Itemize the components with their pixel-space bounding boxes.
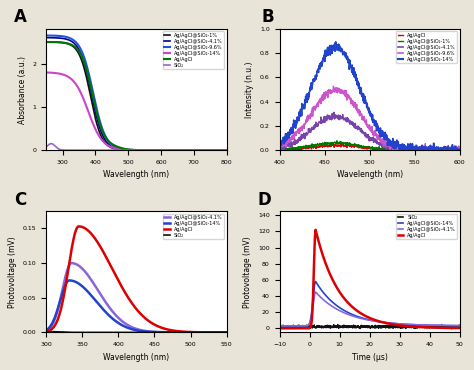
Y-axis label: Intensity (n.u.): Intensity (n.u.) <box>246 61 255 118</box>
Text: D: D <box>258 191 272 209</box>
Text: A: A <box>14 9 27 27</box>
Text: B: B <box>262 9 274 27</box>
Legend: Ag/AgCl, Ag/AgCl@SiO₂-1%, Ag/AgCl@SiO₂-4.1%, Ag/AgCl@SiO₂-9.6%, Ag/AgCl@SiO₂-14%: Ag/AgCl, Ag/AgCl@SiO₂-1%, Ag/AgCl@SiO₂-4… <box>396 31 457 63</box>
Y-axis label: Absorbance (a.u.): Absorbance (a.u.) <box>18 56 27 124</box>
Y-axis label: Photovoltage (mV): Photovoltage (mV) <box>244 236 253 307</box>
X-axis label: Wavelength (nm): Wavelength (nm) <box>337 171 403 179</box>
X-axis label: Time (μs): Time (μs) <box>352 353 388 361</box>
Y-axis label: Photovoltage (mV): Photovoltage (mV) <box>9 236 18 307</box>
Legend: Ag/AgCl@SiO₂-4.1%, Ag/AgCl@SiO₂-14%, Ag/AgCl, SiO₂: Ag/AgCl@SiO₂-4.1%, Ag/AgCl@SiO₂-14%, Ag/… <box>163 213 224 239</box>
X-axis label: Wavelength (nm): Wavelength (nm) <box>103 353 170 361</box>
Legend: SiO₂, Ag/AgCl@SiO₂-14%, Ag/AgCl@SiO₂-4.1%, Ag/AgCl: SiO₂, Ag/AgCl@SiO₂-14%, Ag/AgCl@SiO₂-4.1… <box>396 213 457 239</box>
X-axis label: Wavelength (nm): Wavelength (nm) <box>103 171 170 179</box>
Legend: Ag/AgCl@SiO₂-1%, Ag/AgCl@SiO₂-4.1%, Ag/AgCl@SiO₂-9.6%, Ag/AgCl@SiO₂-14%, Ag/AgCl: Ag/AgCl@SiO₂-1%, Ag/AgCl@SiO₂-4.1%, Ag/A… <box>163 31 224 69</box>
Text: C: C <box>14 191 26 209</box>
